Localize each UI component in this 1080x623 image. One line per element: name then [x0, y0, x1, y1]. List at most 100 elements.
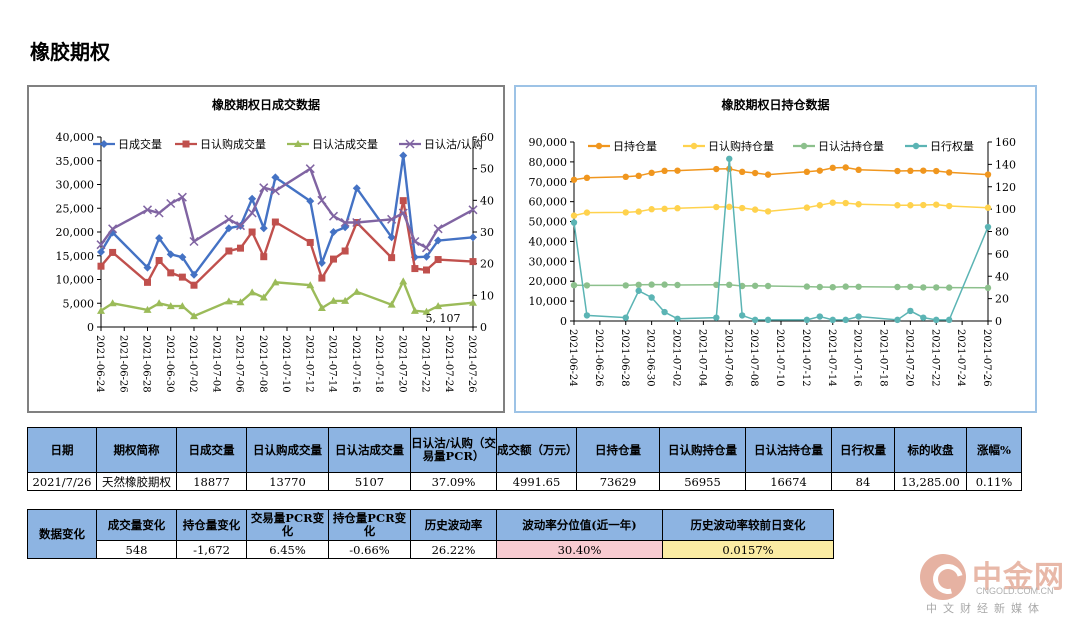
data-point	[920, 201, 927, 209]
data-point	[271, 218, 279, 226]
data-point	[235, 221, 246, 231]
y-right-tick-label: 160	[995, 136, 1016, 149]
header-volatility-percentile: 波动率分位值(近一年)	[496, 509, 663, 541]
data-point	[236, 298, 245, 306]
y-right-tick-label: 0	[995, 315, 1002, 328]
data-point	[317, 258, 326, 267]
data-point	[166, 302, 175, 310]
x-tick-label: 2021-06-26	[593, 329, 604, 387]
cell-volume-change: 548	[96, 540, 177, 559]
header-change-pct: 涨幅%	[966, 427, 1022, 473]
data-point	[829, 199, 836, 206]
data-point	[945, 316, 953, 324]
x-tick-label: 2021-07-08	[748, 329, 759, 387]
page-title: 橡胶期权	[30, 40, 110, 64]
data-point	[842, 164, 849, 171]
cell-oi-change: -1,672	[176, 540, 247, 559]
data-point	[340, 217, 350, 228]
data-point	[108, 224, 118, 234]
x-tick-label: 2021-06-24	[94, 335, 105, 393]
y-left-tick-label: 90,000	[529, 136, 568, 149]
legend-swatch-marker	[690, 142, 698, 150]
data-point	[855, 166, 862, 174]
y-left-tick-label: 80,000	[529, 156, 568, 169]
y-right-tick-label: 50	[480, 163, 494, 176]
data-point	[648, 281, 655, 288]
legend-entry: 日成交量	[118, 137, 162, 151]
data-point	[225, 247, 233, 255]
data-point	[583, 282, 591, 289]
data-point	[907, 307, 914, 315]
data-point	[423, 266, 430, 274]
data-point	[984, 223, 992, 231]
data-point	[803, 168, 811, 176]
data-point	[583, 312, 591, 319]
x-tick-label: 2021-06-28	[141, 335, 152, 393]
data-point	[984, 204, 992, 211]
data-point	[410, 306, 419, 314]
x-tick-label: 2021-07-20	[396, 335, 407, 393]
data-point	[155, 257, 163, 264]
y-right-tick-label: 20	[480, 258, 494, 271]
data-point	[259, 183, 269, 193]
x-tick-label: 2021-07-18	[373, 335, 384, 393]
cngold-logo: 中金网 CNGOLD.COM.CN 中文财经新媒体	[920, 552, 1070, 616]
y-left-tick-label: 25,000	[56, 202, 95, 215]
data-point	[738, 312, 746, 319]
cngold-logo-url: CNGOLD.COM.CN	[976, 586, 1054, 596]
data-point	[306, 281, 315, 289]
data-point	[635, 208, 642, 215]
data-point	[143, 305, 152, 313]
data-point	[167, 269, 175, 277]
data-point	[352, 217, 362, 228]
data-point	[341, 296, 350, 304]
data-point	[329, 228, 338, 236]
data-point	[166, 250, 175, 259]
y-right-tick-label: 30	[480, 226, 494, 239]
data-point	[648, 294, 655, 301]
data-point	[178, 273, 186, 281]
x-tick-label: 2021-07-26	[981, 329, 992, 387]
y-left-tick-label: 40,000	[56, 131, 95, 144]
data-point	[305, 164, 315, 174]
x-tick-label: 2021-06-30	[645, 329, 656, 387]
x-tick-label: 2021-07-16	[350, 335, 361, 393]
cell-open-interest: 73629	[576, 472, 660, 491]
data-point	[237, 244, 244, 252]
x-tick-label: 2021-07-14	[327, 335, 338, 393]
header-option-name: 期权简称	[96, 427, 177, 473]
x-tick-label: 2021-07-06	[722, 329, 733, 387]
series-line	[100, 278, 474, 318]
data-point	[583, 174, 591, 181]
data-change-header-row: 数据变化 成交量变化 持仓量变化 交易量PCR变化 持仓量PCR变化 历史波动率…	[27, 509, 834, 559]
data-point	[635, 172, 642, 180]
data-point	[984, 284, 992, 292]
chart-title: 橡胶期权日成交数据	[212, 97, 320, 112]
x-tick-label: 2021-07-24	[955, 329, 966, 387]
data-point	[933, 284, 940, 291]
x-tick-label: 2021-07-08	[257, 335, 268, 393]
data-point	[907, 283, 914, 290]
data-point	[399, 277, 408, 285]
data-point	[434, 302, 443, 310]
data-point	[842, 283, 849, 290]
legend-swatch-marker	[294, 140, 302, 147]
data-point	[674, 315, 681, 322]
y-left-tick-label: 30,000	[56, 179, 95, 192]
data-point	[422, 252, 431, 261]
data-point	[143, 263, 152, 272]
data-point	[469, 233, 477, 242]
series-line	[573, 158, 989, 321]
data-point	[469, 258, 477, 266]
data-point	[317, 195, 327, 205]
data-point	[816, 313, 824, 320]
x-tick-label: 2021-07-02	[187, 335, 198, 393]
data-point	[622, 173, 629, 181]
legend-swatch-marker	[912, 142, 920, 150]
data-point	[894, 167, 901, 175]
data-point	[352, 287, 361, 295]
x-tick-label: 2021-07-10	[774, 329, 785, 387]
cell-put-volume: 5107	[328, 472, 411, 491]
data-point	[177, 192, 187, 202]
data-point	[674, 281, 681, 289]
